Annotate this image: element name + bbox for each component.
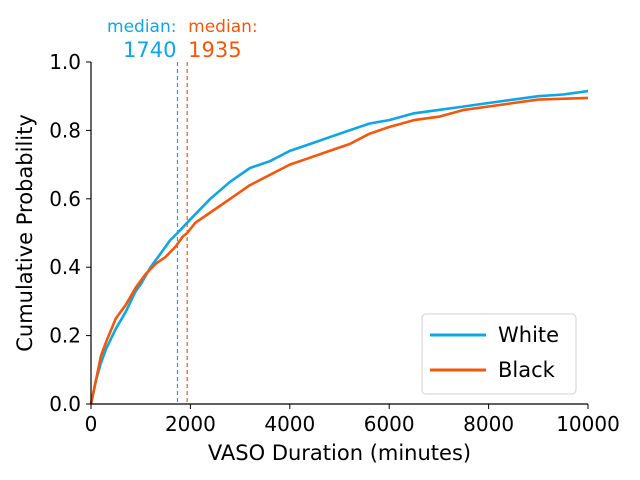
y-tick-label: 0.2 [49, 324, 81, 348]
y-axis-title: Cumulative Probability [13, 114, 37, 352]
legend-white-label: White [498, 323, 559, 347]
y-tick-label: 0.0 [49, 392, 81, 416]
legend-black-label: Black [498, 358, 556, 382]
median-black-value: 1935 [188, 38, 241, 62]
median-annotations: median: 1740 median: 1935 [107, 17, 258, 62]
x-axis-title: VASO Duration (minutes) [208, 441, 471, 465]
median-black-caption: median: [188, 17, 257, 37]
x-tick-label: 2000 [165, 412, 216, 436]
median-layer [176, 62, 188, 404]
y-tick-label: 0.8 [49, 118, 81, 142]
x-tick-label: 0 [85, 412, 98, 436]
x-tick-label: 4000 [264, 412, 315, 436]
y-tick-label: 0.6 [49, 187, 81, 211]
x-tick-label: 6000 [364, 412, 415, 436]
series-layer [89, 89, 589, 405]
x-axis-ticks: 0 2000 4000 6000 8000 10000 [85, 404, 620, 436]
legend: White Black [421, 313, 577, 395]
series-line-white [89, 89, 589, 405]
median-white-caption: median: [107, 17, 176, 37]
series-line-black [89, 96, 589, 405]
x-tick-label: 10000 [556, 412, 620, 436]
y-tick-label: 1.0 [49, 50, 81, 74]
y-tick-label: 0.4 [49, 255, 81, 279]
median-white-value: 1740 [123, 38, 176, 62]
x-tick-label: 8000 [463, 412, 514, 436]
y-axis-ticks: 0.0 0.2 0.4 0.6 0.8 1.0 [49, 50, 91, 416]
